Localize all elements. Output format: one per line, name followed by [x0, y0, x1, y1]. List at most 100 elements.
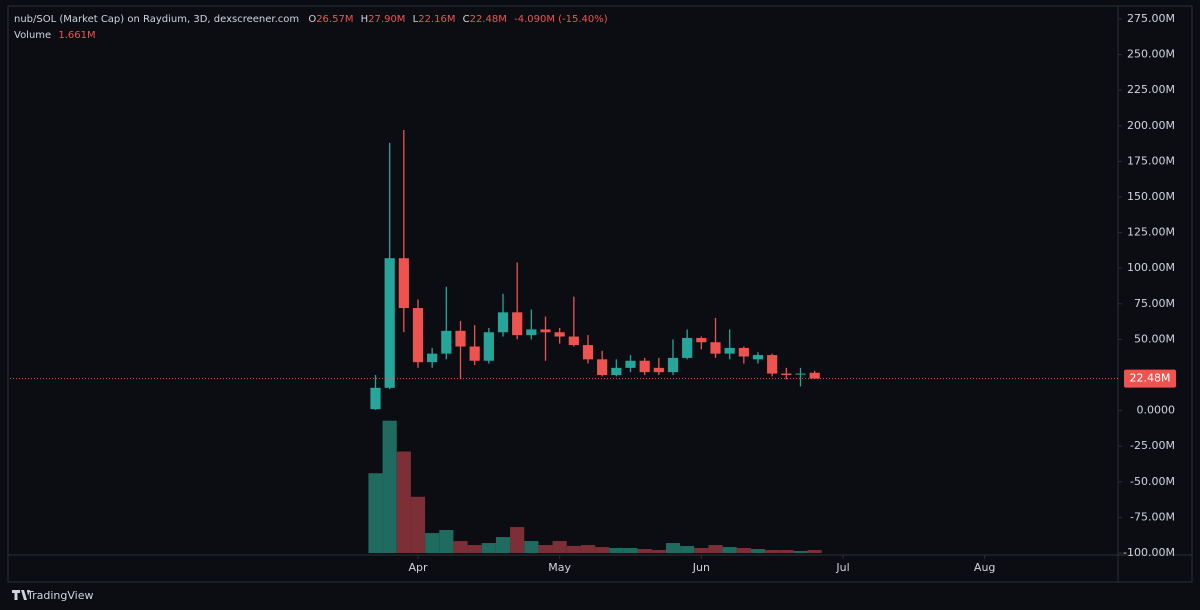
candle-body — [483, 332, 494, 361]
volume-bar — [680, 546, 695, 553]
candle-body — [497, 312, 509, 333]
volume-bar — [382, 420, 397, 553]
volume-bar — [708, 545, 723, 553]
x-tick-label: Jul — [835, 561, 849, 574]
y-tick-label: -50.00M — [1130, 475, 1175, 488]
chart-title: nub/SOL (Market Cap) on Raydium, 3D, dex… — [14, 14, 608, 25]
volume-bar — [368, 473, 383, 553]
volume-bar — [623, 548, 638, 553]
volume-bar — [694, 548, 709, 553]
open-label: O — [308, 14, 316, 25]
volume-bar — [439, 529, 454, 553]
candle-body — [441, 330, 452, 354]
candle-body — [611, 367, 622, 375]
volume-bar — [410, 496, 426, 553]
logo-icon — [12, 590, 30, 600]
candle-body — [781, 373, 792, 375]
volume-bar — [552, 541, 567, 553]
candle-body — [809, 372, 820, 379]
candle-body — [512, 312, 523, 336]
candle-body — [455, 330, 466, 347]
low-value: 22.16M — [418, 14, 455, 25]
frame — [7, 5, 1193, 583]
volume-value: 1.661M — [58, 30, 95, 41]
candle-body — [738, 347, 749, 357]
volume-bar — [481, 543, 496, 553]
high-label: H — [361, 14, 369, 25]
price-tag-label: 22.48M — [1130, 372, 1171, 385]
close-value: 22.48M — [470, 14, 507, 25]
y-tick-label: -75.00M — [1130, 510, 1175, 523]
candle-body — [554, 332, 565, 337]
candle-body — [696, 337, 707, 343]
candle-body — [427, 353, 438, 363]
y-tick-label: 150.00M — [1127, 190, 1175, 203]
x-tick-label: Jun — [692, 561, 710, 574]
candle-body — [639, 360, 650, 373]
candle-body — [710, 342, 721, 354]
volume-bar — [750, 549, 766, 553]
volume-bar — [495, 537, 511, 553]
y-tick-label: 100.00M — [1127, 261, 1175, 274]
volume-bar — [467, 545, 482, 553]
y-tick-label: 125.00M — [1127, 226, 1175, 239]
y-tick-label: 75.00M — [1134, 297, 1175, 310]
y-tick-label: 175.00M — [1127, 154, 1175, 167]
volume-bar — [651, 550, 666, 553]
candle-body — [398, 258, 409, 309]
candle-body — [540, 329, 551, 333]
close-label: C — [463, 14, 470, 25]
candle-body — [526, 329, 537, 336]
candle-body — [752, 355, 764, 360]
low-label: L — [413, 14, 419, 25]
x-tick-label: May — [548, 561, 571, 574]
y-tick-label: -100.00M — [1123, 546, 1175, 559]
change-value: -4.090M (-15.40%) — [514, 14, 608, 25]
volume-bar — [765, 550, 780, 553]
volume-bar — [538, 545, 553, 553]
volume-bar — [665, 543, 681, 553]
y-tick-label: 275.00M — [1127, 12, 1175, 25]
volume-label: Volume — [14, 30, 51, 41]
brand-logo[interactable]: TradingView — [12, 589, 93, 602]
candle-body — [795, 373, 806, 375]
volume-bar — [453, 541, 468, 553]
candle-body — [582, 345, 594, 360]
volume-bar — [637, 549, 652, 553]
y-tick-label: 200.00M — [1127, 119, 1175, 132]
candle-body — [597, 359, 608, 375]
candle-body — [412, 308, 424, 363]
candle-body — [469, 346, 480, 361]
volume-bar — [595, 547, 610, 553]
volume-bar — [793, 551, 808, 553]
volume-bar — [779, 550, 794, 553]
candle-body — [724, 347, 735, 354]
open-value: 26.57M — [316, 14, 353, 25]
x-tick-label: Apr — [408, 561, 428, 574]
brand-name: TradingView — [26, 589, 93, 602]
volume-bar — [425, 533, 440, 553]
volume-bar — [722, 547, 737, 553]
x-tick-label: Aug — [974, 561, 995, 574]
title: nub/SOL (Market Cap) on Raydium, 3D, dex… — [14, 14, 299, 25]
y-tick-label: 225.00M — [1127, 83, 1175, 96]
price-tag — [1124, 369, 1176, 388]
volume-bar — [396, 451, 411, 553]
volume-bar — [807, 549, 822, 553]
volume-bar — [609, 548, 624, 553]
candle-body — [384, 258, 395, 388]
candle-body — [568, 336, 579, 346]
candle-body — [682, 337, 693, 358]
y-tick-label: 250.00M — [1127, 48, 1175, 61]
y-tick-label: 0.0000 — [1137, 404, 1176, 417]
volume-bar — [736, 548, 751, 553]
candle-body — [667, 357, 679, 373]
candle-body — [653, 367, 664, 373]
candle-body — [767, 355, 778, 374]
candle-body — [370, 387, 381, 410]
volume-legend: Volume 1.661M — [14, 30, 96, 41]
